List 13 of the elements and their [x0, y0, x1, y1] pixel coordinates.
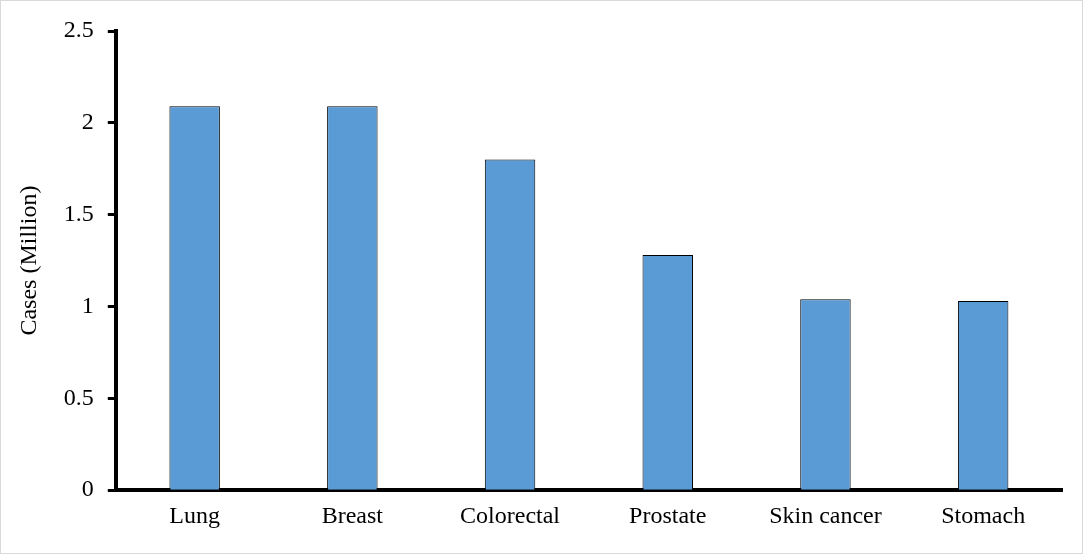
x-tick-label: Breast	[321, 501, 384, 528]
x-tick-label: Colorectal	[460, 501, 561, 528]
x-tick-label: Skin cancer	[769, 501, 882, 528]
x-tick-label: Prostate	[629, 501, 707, 528]
x-tick-label: Lung	[169, 501, 220, 528]
y-axis-title: Cases (Million)	[14, 185, 41, 336]
y-tick-label: 0	[81, 475, 94, 502]
x-tick-label: Stomach	[941, 501, 1026, 528]
y-tick-label: 1.5	[63, 199, 94, 226]
y-tick-label: 1	[81, 291, 94, 318]
y-tick-label: 2	[81, 108, 94, 135]
y-tick-label: 2.5	[63, 16, 94, 43]
y-tick-label: 0.5	[63, 383, 94, 410]
